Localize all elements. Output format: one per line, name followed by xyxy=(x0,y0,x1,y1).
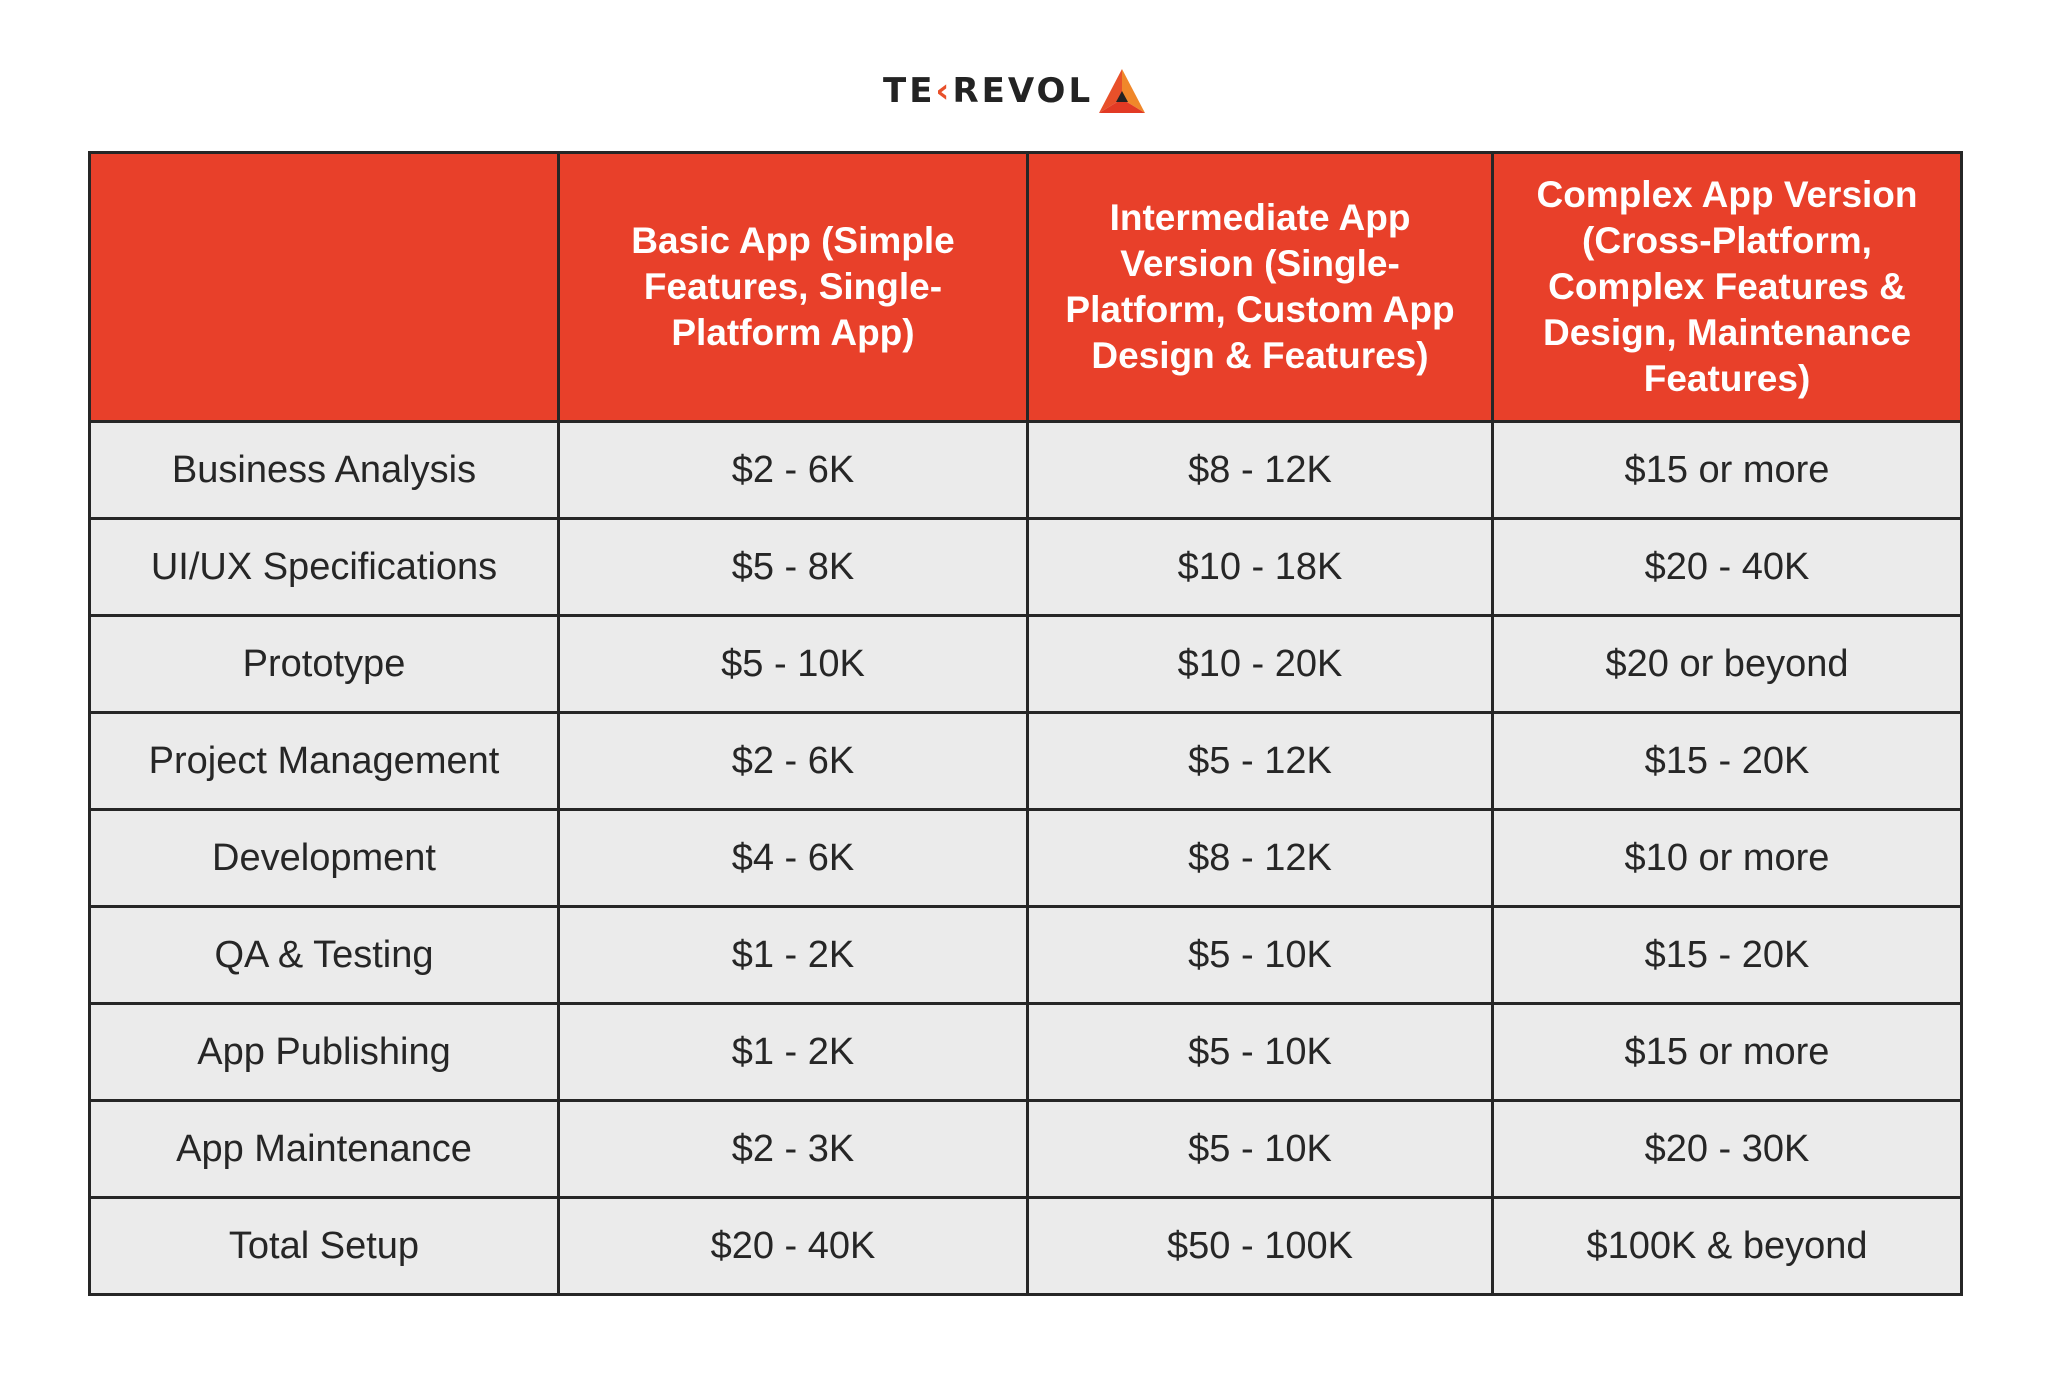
header-complex-app: Complex App Version (Cross-Platform, Com… xyxy=(1491,151,1963,423)
intermediate-cost-cell: $5 - 10K xyxy=(1026,1099,1494,1199)
intermediate-cost-cell: $5 - 10K xyxy=(1026,905,1494,1005)
table-row: Project Management $2 - 6K $5 - 12K $15 - 2… xyxy=(88,711,1963,811)
logo-wordmark: TE‹REVOL xyxy=(883,71,1093,111)
phase-cell: Total Setup xyxy=(88,1196,560,1296)
basic-cost-cell: $2 - 6K xyxy=(557,420,1029,520)
phase-cell: Business Analysis xyxy=(88,420,560,520)
table-row: Prototype $5 - 10K $10 - 20K $20 or beyond xyxy=(88,614,1963,714)
header-empty xyxy=(88,151,560,423)
basic-cost-cell: $2 - 3K xyxy=(557,1099,1029,1199)
complex-cost-cell: $15 - 20K xyxy=(1491,905,1963,1005)
table-row: Business Analysis $2 - 6K $8 - 12K $15 or m… xyxy=(88,420,1963,520)
table-row: App Maintenance $2 - 3K $5 - 10K $20 - 30K xyxy=(88,1099,1963,1199)
complex-cost-cell: $15 or more xyxy=(1491,420,1963,520)
basic-cost-cell: $4 - 6K xyxy=(557,808,1029,908)
table-row: Development $4 - 6K $8 - 12K $10 or more xyxy=(88,808,1963,908)
basic-cost-cell: $1 - 2K xyxy=(557,905,1029,1005)
complex-cost-cell: $15 or more xyxy=(1491,1002,1963,1102)
table-row: Total Setup $20 - 40K $50 - 100K $100K & be… xyxy=(88,1196,1963,1296)
complex-cost-cell: $20 - 40K xyxy=(1491,517,1963,617)
phase-cell: App Maintenance xyxy=(88,1099,560,1199)
basic-cost-cell: $20 - 40K xyxy=(557,1196,1029,1296)
intermediate-cost-cell: $10 - 18K xyxy=(1026,517,1494,617)
phase-cell: App Publishing xyxy=(88,1002,560,1102)
logo-text-post: REVOL xyxy=(952,71,1094,111)
complex-cost-cell: $20 - 30K xyxy=(1491,1099,1963,1199)
complex-cost-cell: $20 or beyond xyxy=(1491,614,1963,714)
app-cost-table: Basic App (Simple Features, Single-Platf… xyxy=(88,151,1963,1296)
logo-triangle-icon xyxy=(1099,69,1146,113)
intermediate-cost-cell: $50 - 100K xyxy=(1026,1196,1494,1296)
logo-text-pre: TE xyxy=(883,71,936,111)
complex-cost-cell: $10 or more xyxy=(1491,808,1963,908)
header-intermediate-app: Intermediate App Version (Single-Platfor… xyxy=(1026,151,1494,423)
header-basic-app: Basic App (Simple Features, Single-Platf… xyxy=(557,151,1029,423)
table-row: UI/UX Specifications $5 - 8K $10 - 18K $20 … xyxy=(88,517,1963,617)
basic-cost-cell: $2 - 6K xyxy=(557,711,1029,811)
intermediate-cost-cell: $8 - 12K xyxy=(1026,808,1494,908)
basic-cost-cell: $5 - 8K xyxy=(557,517,1029,617)
logo-chevron-k: ‹ xyxy=(935,71,953,111)
complex-cost-cell: $100K & beyond xyxy=(1491,1196,1963,1296)
intermediate-cost-cell: $8 - 12K xyxy=(1026,420,1494,520)
basic-cost-cell: $1 - 2K xyxy=(557,1002,1029,1102)
intermediate-cost-cell: $5 - 12K xyxy=(1026,711,1494,811)
phase-cell: Prototype xyxy=(88,614,560,714)
phase-cell: UI/UX Specifications xyxy=(88,517,560,617)
phase-cell: Development xyxy=(88,808,560,908)
phase-cell: QA & Testing xyxy=(88,905,560,1005)
complex-cost-cell: $15 - 20K xyxy=(1491,711,1963,811)
intermediate-cost-cell: $10 - 20K xyxy=(1026,614,1494,714)
table-row: App Publishing $1 - 2K $5 - 10K $15 or more xyxy=(88,1002,1963,1102)
tekrevol-logo: TE‹REVOL xyxy=(883,66,1163,116)
phase-cell: Project Management xyxy=(88,711,560,811)
intermediate-cost-cell: $5 - 10K xyxy=(1026,1002,1494,1102)
header-row: Basic App (Simple Features, Single-Platf… xyxy=(88,151,1963,423)
table-row: QA & Testing $1 - 2K $5 - 10K $15 - 20K xyxy=(88,905,1963,1005)
basic-cost-cell: $5 - 10K xyxy=(557,614,1029,714)
